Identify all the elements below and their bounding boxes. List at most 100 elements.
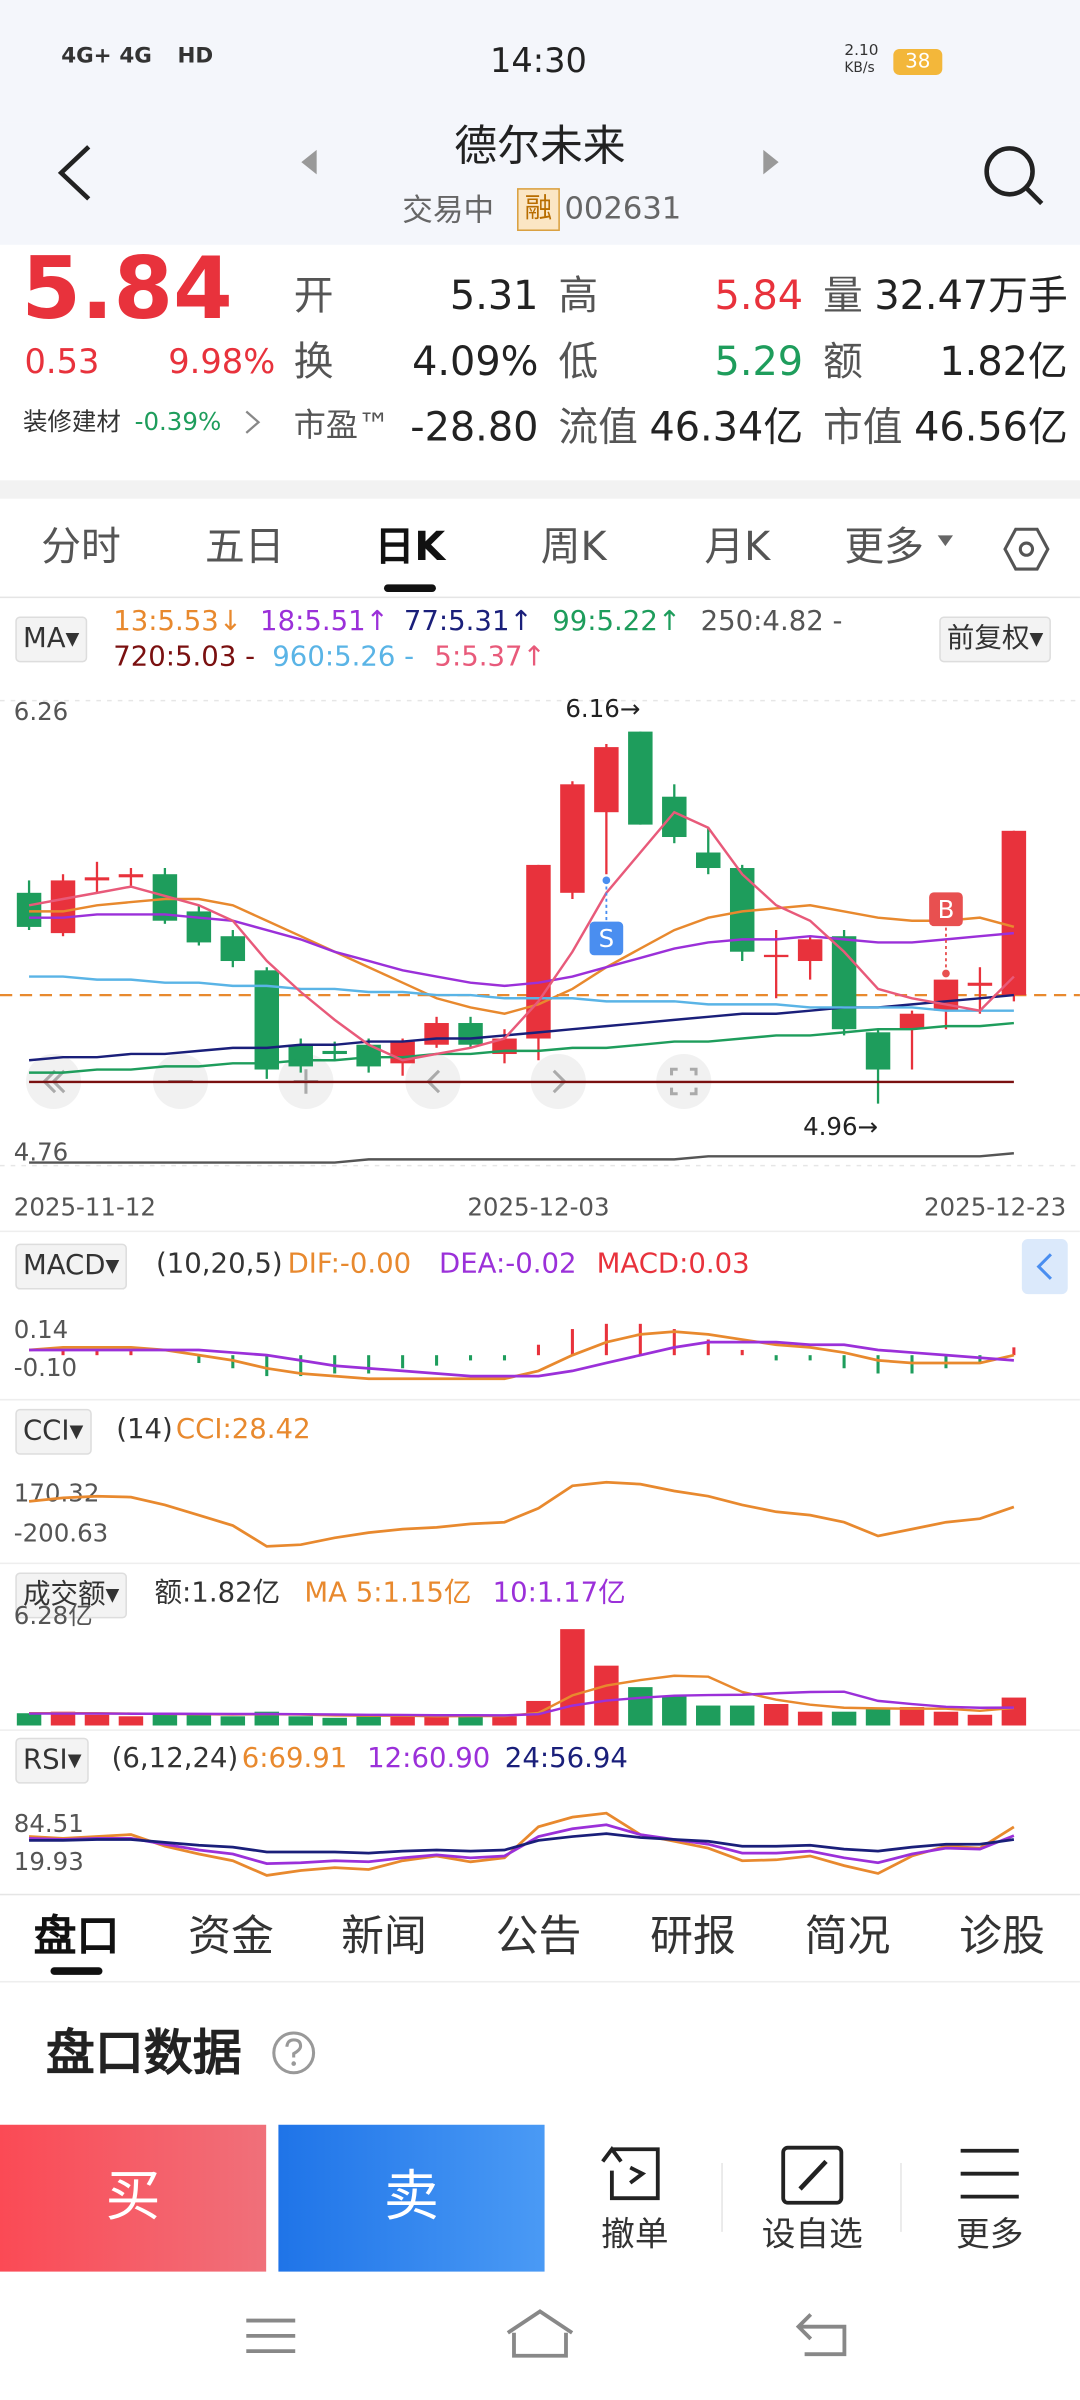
sell-button[interactable]: 卖	[278, 2124, 545, 2272]
field-label: 市盈™	[293, 406, 391, 444]
bottom-tab[interactable]: 诊股	[959, 1910, 1045, 1962]
nav-menu[interactable]	[246, 2318, 296, 2354]
legend-item: 18:5.51↑	[260, 605, 389, 638]
bottom-tab[interactable]: 简况	[804, 1910, 891, 1962]
field-label: 市值	[822, 405, 903, 452]
tool-button[interactable]: 更多	[956, 2216, 1024, 2255]
field-value: 32.47万手	[874, 273, 1068, 320]
field-label: 量	[822, 273, 863, 320]
indicator-select[interactable]: MA▾	[15, 616, 88, 663]
nav-home[interactable]	[506, 2309, 574, 2358]
params: (6,12,24)	[111, 1742, 239, 1775]
period-tab[interactable]: 分时	[41, 524, 121, 571]
legend-item: DEA:-0.02	[439, 1248, 577, 1281]
legend-item: 24:56.94	[504, 1742, 628, 1775]
candle-body	[763, 954, 789, 958]
x-tick-label: 2025-12-03	[467, 1192, 609, 1221]
side-panel-toggle[interactable]	[1021, 1239, 1068, 1295]
buy-button[interactable]: 买	[0, 2124, 267, 2272]
candle-body	[50, 880, 76, 934]
sector[interactable]: 装修建材	[22, 406, 121, 436]
period-tab[interactable]: 更多	[844, 524, 924, 571]
bottom-tab[interactable]: 资金	[188, 1910, 274, 1962]
settings-button[interactable]	[1002, 525, 1051, 574]
legend-item: 720:5.03 -	[113, 640, 256, 674]
indicator-select[interactable]: CCI▾	[15, 1408, 92, 1455]
adjust-select[interactable]: 前复权▾	[939, 616, 1051, 663]
bottom-tab[interactable]: 研报	[650, 1910, 736, 1962]
tool-icons	[601, 2145, 1019, 2232]
dropdown-arrow	[937, 535, 954, 547]
signal-dot	[942, 969, 950, 978]
indicator-name: RSI	[22, 1743, 68, 1776]
nav-back[interactable]	[795, 2313, 847, 2357]
x-tick-label: 2025-12-23	[924, 1192, 1066, 1221]
volume-bar	[118, 1716, 144, 1726]
line-series	[28, 1330, 1015, 1381]
net-speed-unit: KB/s	[844, 61, 875, 77]
legend-item: 77:5.31↑	[403, 605, 533, 638]
active-indicator	[383, 584, 436, 592]
candle-body	[797, 939, 823, 962]
nav-bar	[246, 2309, 847, 2358]
signal: 4G+	[61, 44, 112, 69]
bottom-tab[interactable]: 公告	[495, 1910, 582, 1962]
next-stock[interactable]	[760, 147, 781, 178]
search-button[interactable]	[979, 141, 1049, 211]
candle-body	[458, 1023, 483, 1045]
y-tick-label: 0.14	[14, 1315, 68, 1344]
indicator-select[interactable]: 成交额▾	[15, 1572, 128, 1619]
y-tick-label: 84.51	[14, 1809, 84, 1838]
x-tick-label: 2025-11-12	[14, 1192, 156, 1221]
indicator-select[interactable]: RSI▾	[15, 1737, 90, 1784]
line-series	[29, 975, 1014, 1012]
trade-state: 交易中	[402, 191, 495, 228]
volume-bar	[322, 1717, 347, 1726]
signal-badge	[589, 921, 624, 956]
y-tick-label: 6.26	[14, 697, 68, 726]
margin-badge: 融	[517, 188, 560, 231]
volume-bar	[729, 1705, 755, 1726]
volume-bar	[933, 1711, 959, 1726]
volume-bar	[288, 1716, 313, 1726]
candle-body	[424, 1023, 449, 1045]
signal-badge	[929, 892, 963, 927]
volume-bar	[763, 1704, 789, 1726]
line-series	[29, 1021, 1014, 1074]
adjust-name: 前复权	[946, 622, 1030, 655]
bottom-tab[interactable]: 盘口	[33, 1910, 120, 1962]
line-series	[29, 1152, 1014, 1164]
period-tab[interactable]: 日K	[374, 524, 446, 571]
line-series	[29, 1340, 1014, 1378]
indicator-select[interactable]: MACD▾	[15, 1243, 127, 1290]
candle-body	[118, 874, 144, 878]
y-tick-label: 6.28亿	[14, 1601, 93, 1630]
indicator-name: MACD	[22, 1249, 106, 1282]
candle-body	[899, 1013, 925, 1030]
period-tab[interactable]: 五日	[204, 524, 285, 571]
volume-bar	[967, 1714, 993, 1726]
tool-button[interactable]: 设自选	[761, 2216, 863, 2255]
legend-item: DIF:-0.00	[287, 1248, 412, 1281]
period-tab[interactable]: 周K	[540, 524, 607, 571]
volume-bar	[186, 1714, 212, 1726]
indicator-name: CCI	[22, 1414, 70, 1448]
line-series	[29, 913, 1014, 988]
field-label: 开	[293, 273, 334, 320]
prev-stock[interactable]	[298, 147, 319, 178]
period-tab[interactable]: 月K	[704, 524, 771, 571]
help-icon[interactable]	[271, 2030, 317, 2076]
tool-button[interactable]: 撤单	[601, 2216, 669, 2255]
high-annotation: 6.16→	[565, 694, 640, 723]
divider	[0, 480, 1080, 499]
back-button[interactable]	[46, 138, 107, 208]
y-tick-label: -200.63	[14, 1518, 108, 1547]
bottom-tab[interactable]: 新闻	[341, 1910, 427, 1962]
line-series	[28, 1480, 1015, 1548]
field-label: 流值	[558, 405, 638, 452]
divider	[0, 1980, 1080, 1983]
field-value: 1.82亿	[939, 339, 1068, 386]
active-indicator	[50, 1967, 103, 1975]
field-value: 46.34亿	[649, 405, 804, 452]
